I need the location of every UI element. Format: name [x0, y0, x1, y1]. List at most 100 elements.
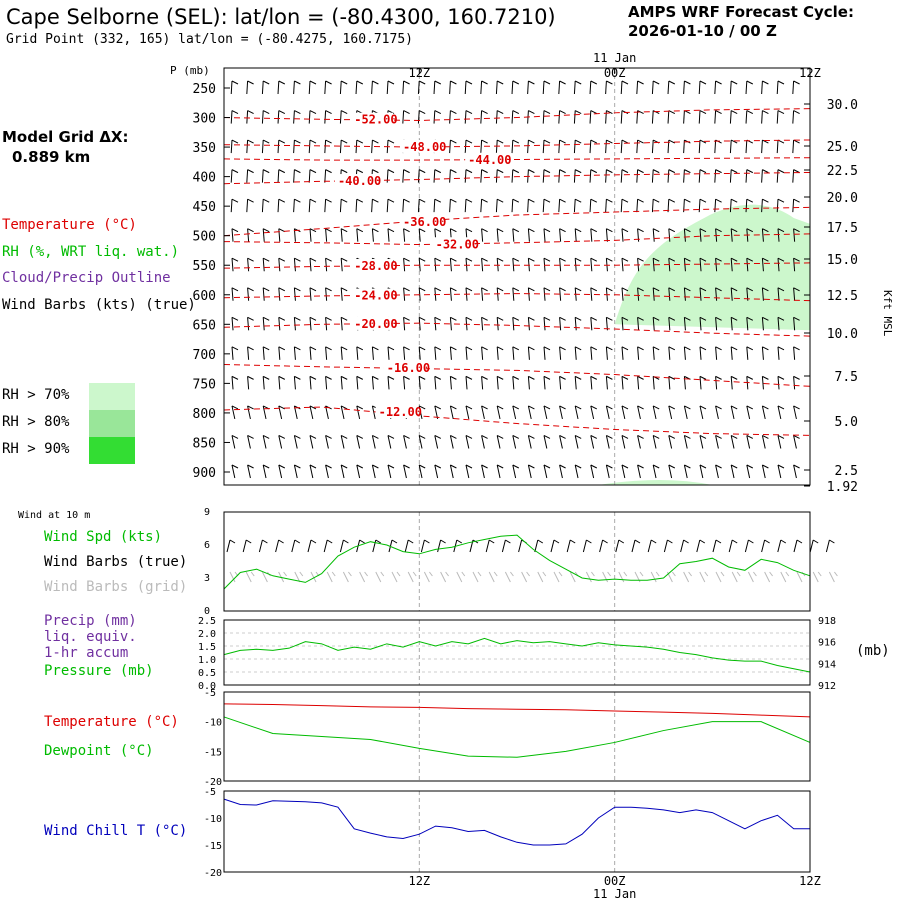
wind-barb-flag: [621, 287, 629, 292]
legend-rh90-label: RH > 90%: [2, 441, 70, 457]
surface-wind-barb-true-flag: [375, 539, 382, 544]
wind-barb-staff: [403, 228, 406, 242]
top-time-label: 00Z: [604, 66, 626, 80]
temp-tick-label: -5: [204, 688, 216, 699]
wind-barb-staff: [480, 80, 483, 95]
wind-barb-flag: [247, 139, 254, 144]
wind-barb-staff: [714, 110, 717, 124]
wind-barb-staff: [605, 169, 607, 183]
wind-barb-flag: [699, 405, 707, 410]
wind-barb-flag: [606, 80, 613, 85]
wind-barb-flag: [668, 375, 676, 380]
wind-barb-flag: [543, 139, 551, 144]
wind-barb-flag: [418, 346, 426, 351]
wind-barb-staff: [621, 287, 624, 301]
wind-barb-staff: [340, 228, 343, 242]
wind-barb-staff: [434, 435, 439, 449]
wind-barb-staff: [247, 228, 250, 242]
wind-barb-staff: [308, 110, 311, 124]
wind-barb-staff: [652, 435, 657, 449]
height-tick-label: 22.5: [827, 164, 858, 179]
bottom-time-label: 12Z: [408, 874, 430, 888]
wind-barb-flag: [684, 169, 691, 174]
wind-barb-staff: [433, 110, 436, 124]
wind-barb-staff: [247, 317, 250, 331]
wind-barb-flag: [512, 346, 520, 351]
wind-barb-staff: [386, 169, 389, 183]
bottom-time-label: 12Z: [799, 874, 821, 888]
wind-barb-staff: [495, 199, 498, 213]
wind-barb-flag: [465, 110, 473, 114]
wind-barb-staff: [230, 169, 233, 183]
wind-barb-staff: [698, 110, 701, 124]
rh-region-surface: [598, 480, 713, 485]
wind-barb-staff: [637, 464, 641, 479]
wind-barb-flag: [247, 464, 254, 469]
wind-barb-flag: [403, 80, 410, 85]
height-axis-label: Kft MSL: [881, 290, 894, 337]
surface-wind-barb-true-flag: [262, 539, 268, 544]
wind-barb-flag: [793, 375, 800, 380]
surface-wind-barb-true-flag: [456, 539, 463, 544]
wind-barb-staff: [637, 317, 640, 331]
wind-barb-flag: [340, 198, 348, 203]
wind-barb-staff: [699, 346, 702, 360]
wind-barb-staff: [746, 464, 751, 479]
wind-barb-flag: [652, 346, 660, 351]
isotherm-label: -32.00: [436, 237, 479, 251]
wind-barb-flag: [715, 228, 722, 233]
wind-barb-staff: [496, 376, 499, 390]
wind-barb-staff: [496, 435, 501, 449]
wind-barb-staff: [449, 287, 452, 301]
wind-barb-flag: [325, 198, 332, 203]
wind-barb-staff: [277, 80, 280, 95]
wind-barb-flag: [684, 435, 691, 439]
wind-barb-staff: [495, 110, 498, 124]
wind-barb-staff: [527, 346, 530, 360]
wind-barb-staff: [465, 346, 468, 360]
wind-barb-staff: [761, 317, 764, 331]
wind-barb-staff: [559, 317, 562, 331]
surface-wind-barb-grid-flag: [380, 571, 385, 577]
wind-barb-flag: [684, 228, 691, 233]
wind-barb-flag: [434, 464, 442, 469]
wind-barb-flag: [762, 139, 769, 144]
wind-barb-staff: [340, 464, 345, 479]
wind-barb-staff: [418, 376, 421, 390]
wind-barb-flag: [621, 257, 629, 262]
wind-barb-staff: [324, 199, 327, 213]
wind-barb-flag: [574, 198, 582, 203]
wind-barb-staff: [698, 80, 701, 95]
wind-barb-flag: [434, 257, 442, 262]
wind-barb-staff: [746, 405, 751, 420]
wind-barb-staff: [792, 80, 795, 95]
wind-barb-flag: [730, 316, 738, 321]
wind-barb-flag: [793, 346, 800, 351]
cross-section-frame: [223, 67, 811, 486]
temp-tick-label: -15: [204, 747, 222, 758]
wind-barb-flag: [403, 375, 410, 380]
wind-barb-staff: [481, 376, 484, 390]
wind-barb-flag: [309, 375, 317, 380]
wind-barb-flag: [652, 287, 660, 292]
wind-barb-staff: [574, 435, 579, 449]
wind-barb-staff: [481, 435, 485, 449]
surface-wind-barb-grid: [521, 571, 528, 583]
precip-tick-label: 2.5: [198, 616, 216, 627]
wind-barb-staff: [293, 258, 296, 272]
wind-barb-flag: [730, 287, 738, 292]
wind-barb-staff: [651, 199, 654, 213]
wind-barb-staff: [527, 80, 529, 95]
surface-wind-barb-true-flag: [683, 539, 689, 544]
wind-barb-staff: [574, 228, 577, 242]
wind-barb-staff: [715, 376, 718, 390]
wind-barb-flag: [699, 316, 707, 321]
wind-barb-staff: [745, 140, 748, 154]
wind-barb-flag: [762, 169, 769, 174]
wind-barb-staff: [605, 346, 608, 360]
wind-barb-flag: [496, 80, 504, 85]
wind-barb-flag: [481, 110, 488, 114]
surface-wind-barb-grid: [375, 571, 382, 583]
wind-barb-flag: [325, 287, 332, 292]
